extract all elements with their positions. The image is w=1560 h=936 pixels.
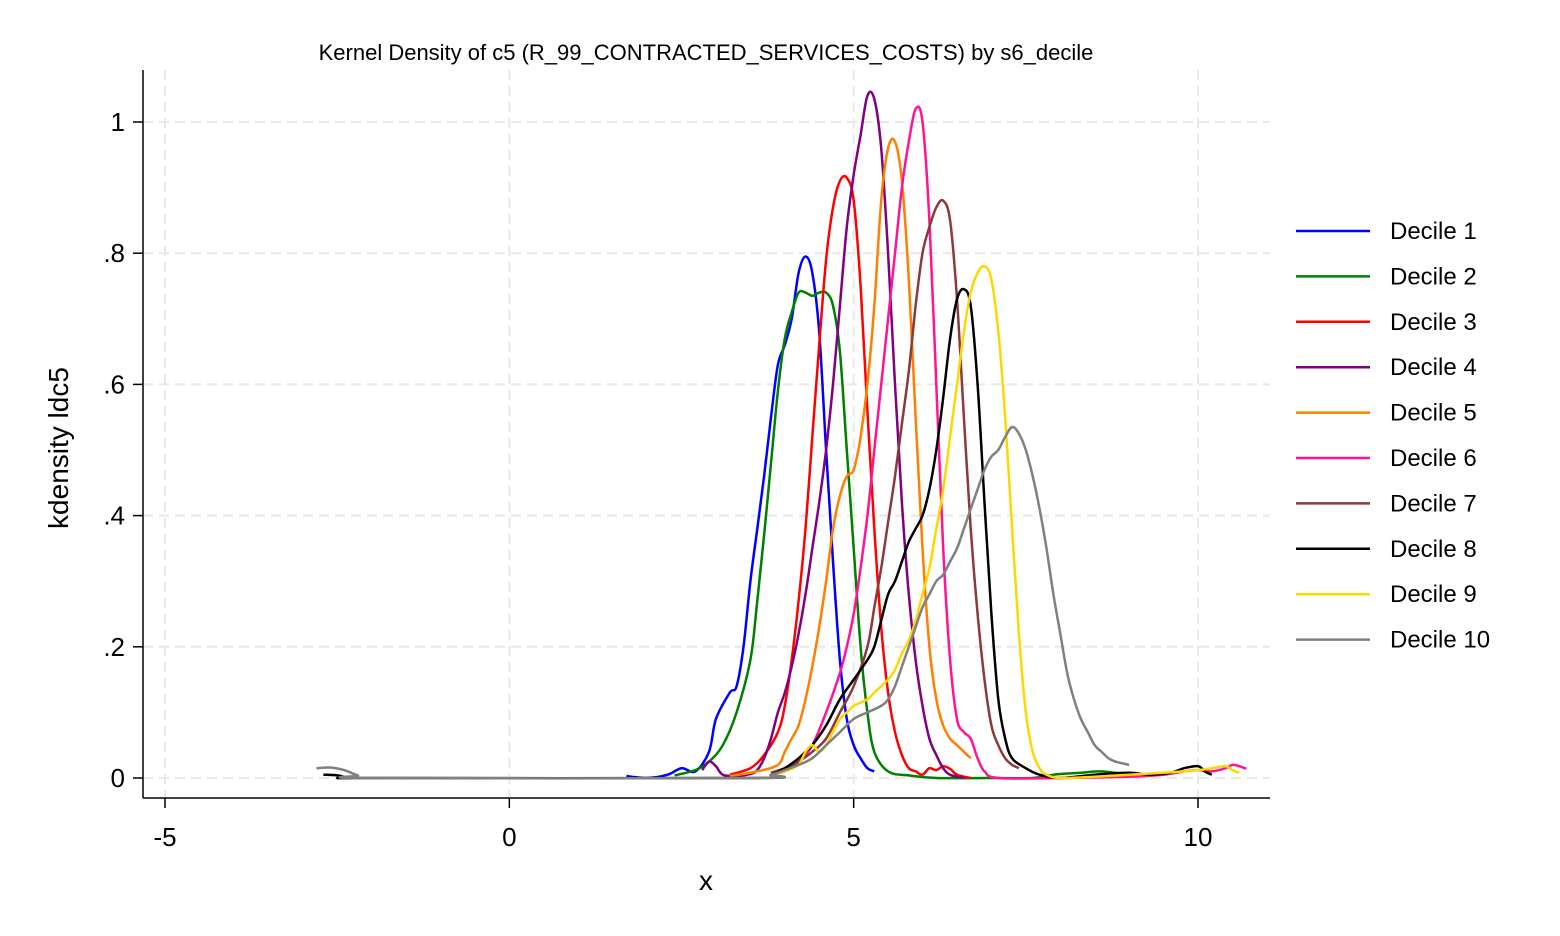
x-tick-label: 10 <box>1184 822 1213 852</box>
series-line-decile-7 <box>770 198 1020 774</box>
series-line-decile-9 <box>770 264 1240 780</box>
x-tick-label: 5 <box>846 822 860 852</box>
y-tick-label: 1 <box>111 107 125 137</box>
y-tick-label: 0 <box>111 763 125 793</box>
legend-label-decile-3: Decile 3 <box>1390 309 1477 336</box>
series-line-decile-10 <box>316 425 1130 780</box>
axes: -5 0 5 10 0 .2 .4 .6 .8 1 <box>103 70 1270 852</box>
legend-label-decile-10: Decile 10 <box>1390 627 1490 654</box>
series-line-decile-5 <box>729 137 972 778</box>
y-axis-label: kdensity ldc5 <box>43 367 74 529</box>
x-axis-label: x <box>699 865 713 896</box>
legend-label-decile-7: Decile 7 <box>1390 490 1477 517</box>
chart-title: Kernel Density of c5 (R_99_CONTRACTED_SE… <box>319 40 1094 65</box>
legend-label-decile-8: Decile 8 <box>1390 536 1477 563</box>
legend-label-decile-4: Decile 4 <box>1390 354 1477 381</box>
legend-label-decile-2: Decile 2 <box>1390 263 1477 290</box>
x-tick-label: 0 <box>502 822 516 852</box>
legend: Decile 1 Decile 2 Decile 3 Decile 4 Decile 5… <box>1296 218 1490 654</box>
legend-label-decile-9: Decile 9 <box>1390 581 1477 608</box>
legend-label-decile-6: Decile 6 <box>1390 445 1477 472</box>
y-tick-label: .4 <box>103 501 125 531</box>
x-tick-label: -5 <box>153 822 176 852</box>
legend-label-decile-5: Decile 5 <box>1390 400 1477 427</box>
series-lines <box>316 90 1247 780</box>
series-line-decile-4 <box>701 90 965 780</box>
y-tick-label: .6 <box>103 369 125 399</box>
y-tick-label: .2 <box>103 632 125 662</box>
legend-label-decile-1: Decile 1 <box>1390 218 1477 245</box>
series-line-decile-3 <box>729 174 971 780</box>
y-tick-label: .8 <box>103 238 125 268</box>
